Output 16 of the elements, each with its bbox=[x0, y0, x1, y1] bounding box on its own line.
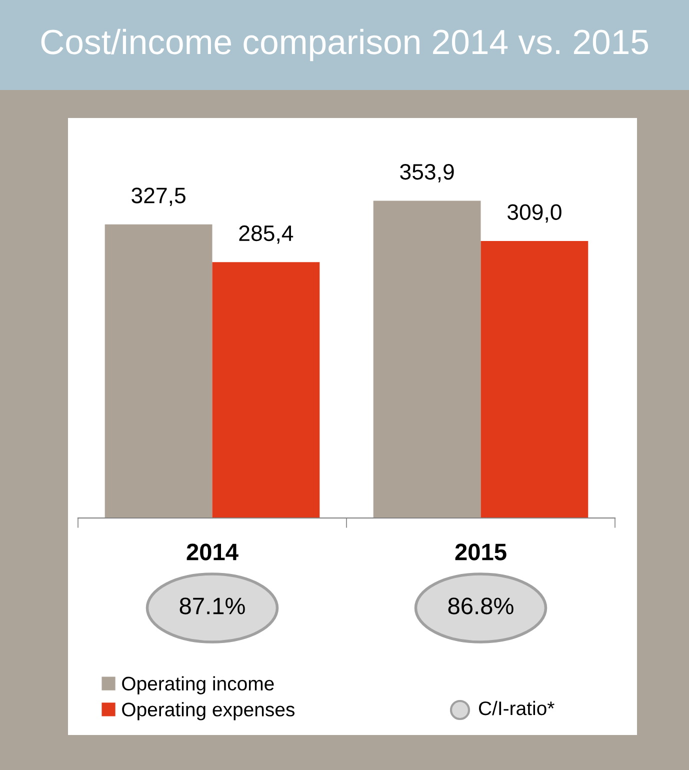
legend-label: Operating income bbox=[122, 676, 274, 694]
chart-title: Cost/income comparison 2014 vs. 2015 bbox=[41, 28, 648, 62]
bar bbox=[373, 200, 481, 518]
x-tick-label: 2014 bbox=[186, 544, 238, 560]
text: 86.8% bbox=[448, 598, 514, 614]
legend-label: Operating expenses bbox=[122, 702, 294, 720]
data-label: 327,5 bbox=[132, 188, 186, 206]
data-label: 353,9 bbox=[400, 164, 454, 182]
bar bbox=[480, 241, 588, 518]
text: C/I-ratio* bbox=[478, 700, 554, 716]
bar bbox=[212, 262, 320, 518]
text: 87.1% bbox=[180, 598, 245, 614]
bar bbox=[104, 224, 212, 518]
x-tick-label: 2015 bbox=[455, 544, 506, 560]
data-label: 285,4 bbox=[239, 225, 294, 244]
data-label: 309,0 bbox=[507, 204, 562, 223]
